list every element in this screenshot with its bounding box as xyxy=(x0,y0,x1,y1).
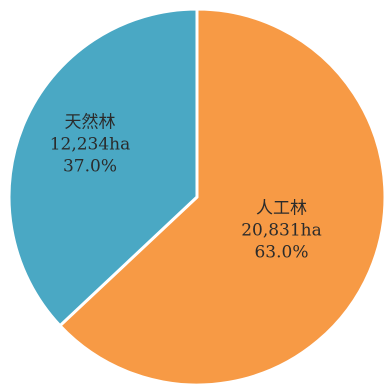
slice-label-2: 天然林 12,234ha 37.0% xyxy=(50,113,131,177)
pie-slice-2 xyxy=(7,7,199,328)
slice-percent: 37.0% xyxy=(63,157,117,177)
slice-name: 天然林 xyxy=(65,113,116,133)
slice-percent: 63.0% xyxy=(254,243,308,263)
slice-value: 20,831ha xyxy=(241,221,322,241)
slice-name: 人工林 xyxy=(256,199,307,219)
pie-slice-1 xyxy=(58,7,384,387)
slice-label-1: 人工林 20,831ha 63.0% xyxy=(241,199,322,263)
slice-value: 12,234ha xyxy=(50,135,131,155)
